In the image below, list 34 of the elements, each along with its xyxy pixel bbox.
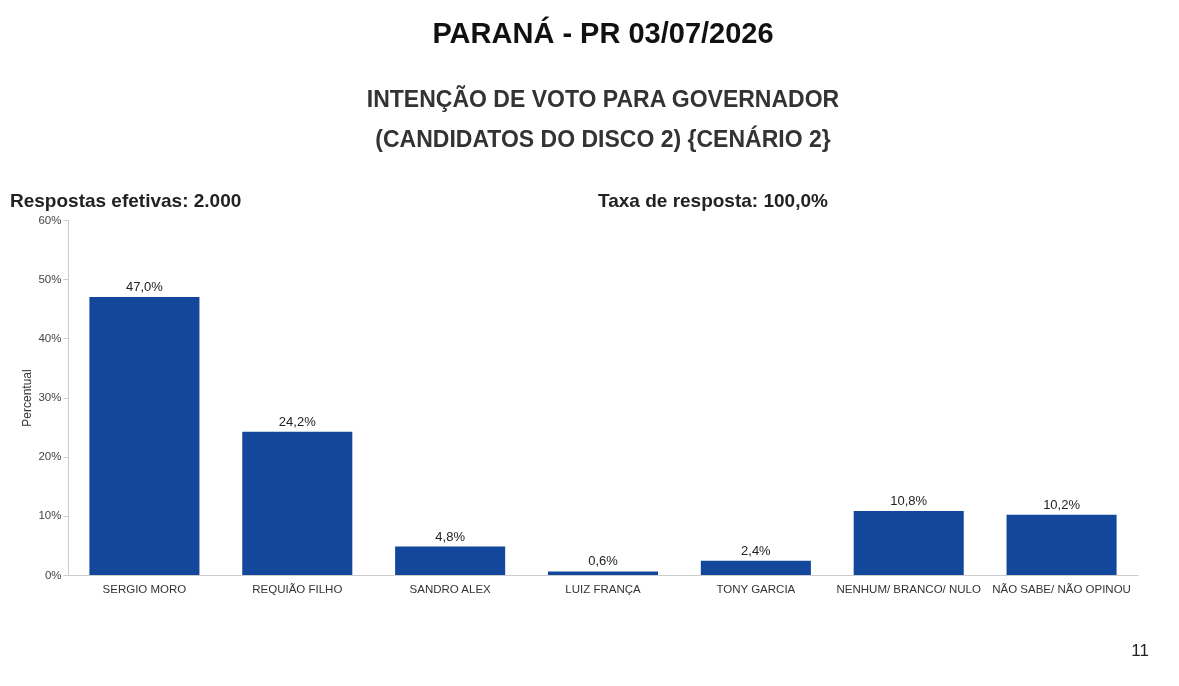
- x-tick-label: LUIZ FRANÇA: [565, 582, 642, 595]
- y-tick-label: 10%: [38, 509, 62, 522]
- text: Respostas efetivas: 2.000: [10, 190, 242, 212]
- x-tick-label: TONY GARCIA: [716, 582, 796, 595]
- x-tick-label: REQUIÃO FILHO: [252, 582, 343, 595]
- data-label: 2,4%: [741, 542, 772, 558]
- text: Taxa de resposta: 100,0%: [598, 190, 828, 212]
- y-tick-label: 50%: [38, 272, 62, 285]
- bar: [853, 511, 964, 575]
- chart-title: PARANÁ - PR 03/07/2026: [432, 16, 774, 49]
- data-label: 0,6%: [588, 553, 619, 569]
- y-axis-title: Percentual: [20, 369, 35, 427]
- y-tick-label: 20%: [38, 450, 62, 463]
- x-tick-label: NÃO SABE/ NÃO OPINOU: [992, 582, 1131, 595]
- x-tick-label: SANDRO ALEX: [409, 582, 492, 595]
- chart-subtitle: INTENÇÃO DE VOTO PARA GOVERNADOR (CANDIDATOS DO DISCO 2) {CENÁRIO 2}: [366, 85, 840, 152]
- y-tick-label: 0%: [44, 568, 62, 581]
- bar: [700, 560, 811, 575]
- bar: [547, 571, 659, 575]
- x-tick-label: SERGIO MORO: [102, 582, 187, 595]
- x-tick-label: NENHUM/ BRANCO/ NULO: [836, 582, 981, 595]
- data-label: 24,2%: [278, 413, 317, 429]
- bar: [89, 296, 200, 575]
- data-label: 10,2%: [1043, 496, 1081, 512]
- bar: [242, 431, 353, 575]
- y-tick-label: 60%: [38, 213, 62, 226]
- bar: [395, 546, 506, 575]
- y-tick-label: 30%: [38, 391, 62, 403]
- y-tick-label: 40%: [38, 331, 62, 344]
- bar: [1006, 514, 1117, 575]
- data-label: 10,8%: [890, 493, 928, 509]
- data-label: 47,0%: [125, 278, 164, 294]
- text: 11: [1131, 641, 1149, 661]
- data-label: 4,8%: [435, 528, 466, 544]
